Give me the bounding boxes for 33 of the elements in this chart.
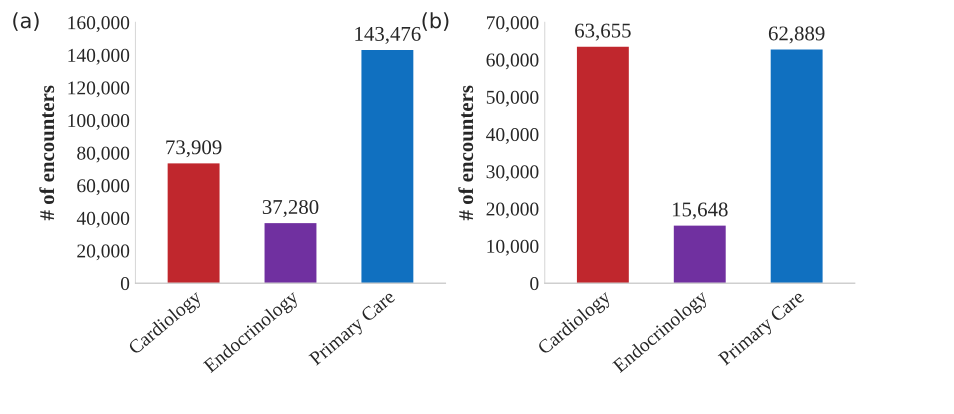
data-label: 63,655	[575, 24, 631, 41]
y-tick-label: 10,000	[487, 240, 538, 256]
y-tick-label: 20,000	[77, 244, 130, 260]
data-label: 62,889	[768, 26, 824, 44]
data-label: 143,476	[355, 26, 421, 44]
data-label: 15,648	[672, 202, 728, 220]
y-tick-label: 50,000	[486, 90, 538, 107]
y-tick-label: 70,000	[486, 16, 538, 32]
y-tick-label: 60,000	[486, 53, 538, 70]
y-axis-title: # of encounters	[39, 86, 54, 220]
y-tick-label: 0	[120, 276, 130, 290]
annotation: (b)	[422, 12, 448, 31]
y-tick-label: 160,000	[68, 16, 130, 32]
y-tick-label: 80,000	[77, 146, 130, 162]
bar	[166, 162, 221, 284]
bar	[576, 45, 630, 284]
y-tick-label: 60,000	[77, 179, 130, 196]
data-label: 37,280	[262, 200, 318, 218]
y-tick-label: 30,000	[486, 165, 538, 182]
data-label: 73,909	[166, 140, 222, 158]
bar	[672, 224, 728, 284]
y-tick-label: 40,000	[76, 212, 130, 228]
y-tick-label: 20,000	[486, 202, 538, 218]
y-tick-label: 100,000	[68, 114, 130, 130]
y-tick-label: 120,000	[68, 81, 130, 98]
y-tick-label: 0	[530, 276, 538, 290]
bar	[263, 222, 318, 284]
y-axis-title: # of encounters	[458, 86, 474, 220]
y-tick-label: 40,000	[486, 128, 538, 144]
bar	[360, 48, 415, 284]
text: (a)	[13, 12, 39, 31]
bar	[769, 48, 824, 284]
y-tick-label: 140,000	[68, 48, 130, 65]
